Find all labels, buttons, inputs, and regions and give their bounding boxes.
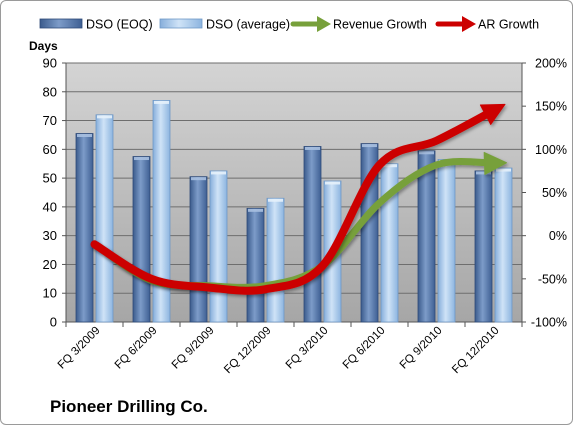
- bar-top-highlight: [382, 164, 397, 168]
- bar-dso-average: [380, 163, 399, 323]
- bar-top-highlight: [476, 171, 491, 175]
- x-tick-label: FQ 9/2010: [398, 325, 445, 372]
- left-tick-label: 80: [43, 84, 57, 99]
- right-tick-label: -100%: [531, 316, 567, 330]
- x-tick-label: FQ 9/2009: [170, 325, 217, 372]
- legend-dso-eoq-label: DSO (EOQ): [86, 18, 153, 32]
- legend-revenue-growth-label: Revenue Growth: [333, 18, 427, 32]
- bar-top-highlight: [97, 115, 112, 119]
- bar-dso-average: [437, 159, 456, 323]
- left-tick-label: 20: [43, 257, 57, 272]
- left-tick-label: 90: [43, 56, 57, 71]
- revenue-growth-arrow-head: [483, 151, 507, 175]
- legend-dso-average: DSO (average): [159, 18, 290, 32]
- legend-dso-average-label: DSO (average): [206, 18, 290, 32]
- left-tick-label: 70: [43, 113, 57, 128]
- bar-dso-eoq: [246, 207, 265, 323]
- bar-dso-eoq: [189, 176, 208, 323]
- left-tick-label: 60: [43, 142, 57, 157]
- x-tick-label: FQ 12/2009: [222, 325, 273, 376]
- bar-top-highlight: [191, 177, 206, 181]
- left-axis-label: Days: [29, 39, 58, 53]
- bar-top-highlight: [268, 198, 283, 202]
- legend-dso-average-swatch: [159, 18, 203, 29]
- right-tick-label: 200%: [535, 57, 567, 71]
- bar-top-highlight: [134, 157, 149, 161]
- ar-growth-group: [90, 103, 506, 295]
- bar-dso-average: [266, 197, 285, 323]
- left-tick-label: 40: [43, 199, 57, 214]
- bar-dso-eoq: [474, 170, 493, 323]
- bar-dso-average: [209, 170, 228, 323]
- bar-dso-average: [95, 114, 114, 323]
- right-tick-label: 100%: [535, 143, 567, 157]
- left-tick-label: 50: [43, 171, 57, 186]
- bar-top-highlight: [325, 181, 340, 185]
- ar-growth-line: [90, 106, 498, 295]
- x-tick-label: FQ 6/2010: [341, 325, 388, 372]
- bar-dso-average: [152, 100, 171, 323]
- legend-dso-eoq: DSO (EOQ): [39, 18, 153, 32]
- bar-top-highlight: [496, 168, 511, 172]
- right-tick-label: 150%: [535, 100, 567, 114]
- left-tick-label: 30: [43, 228, 57, 243]
- bar-top-highlight: [211, 171, 226, 175]
- bar-top-highlight: [362, 144, 377, 148]
- legend-revenue-growth: Revenue Growth: [290, 16, 427, 32]
- bar-dso-eoq: [303, 146, 322, 323]
- x-tick-label: FQ 3/2010: [284, 325, 331, 372]
- x-tick-label: FQ 3/2009: [56, 325, 103, 372]
- right-tick-label: -50%: [538, 272, 567, 286]
- left-tick-label: 10: [43, 286, 57, 301]
- right-tick-label: 50%: [542, 186, 567, 200]
- bar-top-highlight: [77, 134, 92, 138]
- right-tick-label: 0%: [549, 229, 567, 243]
- bar-top-highlight: [305, 146, 320, 150]
- x-tick-label: FQ 12/2010: [450, 325, 501, 376]
- left-tick-label: 0: [50, 315, 57, 330]
- bar-dso-eoq: [417, 150, 436, 323]
- ar-growth-arrow-head: [479, 103, 506, 125]
- company-name: Pioneer Drilling Co.: [50, 397, 208, 416]
- legend-ar-growth-swatch-arrow: [462, 16, 476, 32]
- bar-dso-average: [494, 167, 513, 323]
- legend-ar-growth: AR Growth: [435, 16, 539, 32]
- bar-dso-eoq: [75, 133, 94, 323]
- bar-top-highlight: [419, 151, 434, 155]
- bar-dso-eoq: [132, 156, 151, 323]
- legend-revenue-growth-swatch-arrow: [317, 16, 331, 32]
- legend-dso-eoq-swatch: [39, 18, 83, 29]
- bar-top-highlight: [248, 208, 263, 212]
- legend-ar-growth-label: AR Growth: [478, 18, 539, 32]
- bar-top-highlight: [154, 100, 169, 104]
- x-tick-label: FQ 6/2009: [113, 325, 160, 372]
